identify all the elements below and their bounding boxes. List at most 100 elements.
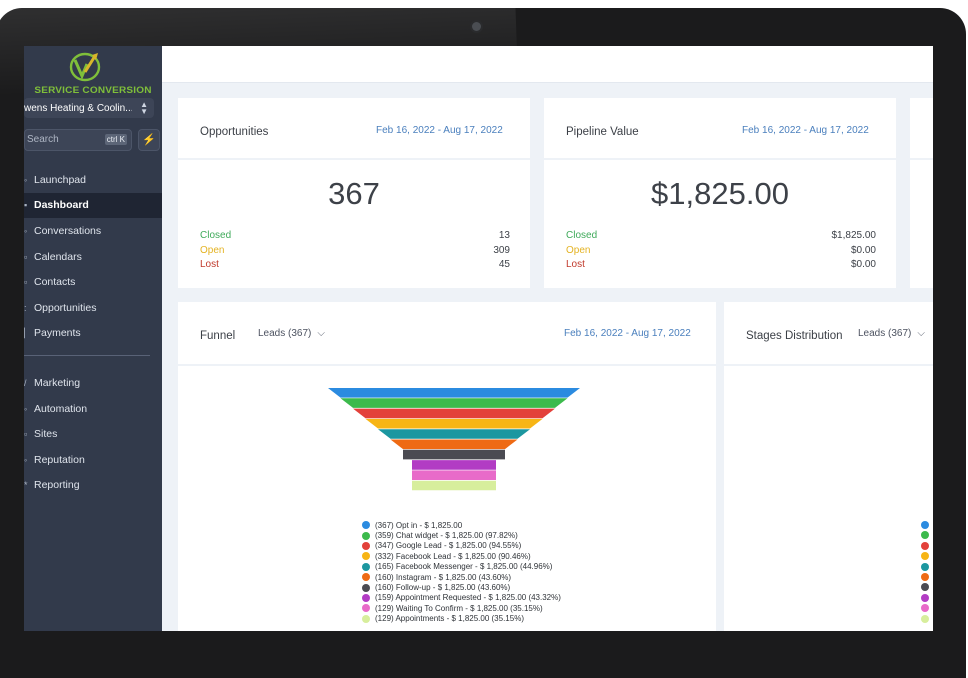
search-input[interactable] [27,132,97,146]
stat-label: Closed [566,230,598,241]
sidebar: SERVICE CONVERSION wens Heating & Coolin… [24,46,162,631]
funnel-segment[interactable] [412,470,496,480]
sidebar-item-label: Marketing [34,376,81,389]
stages-legend [921,521,929,625]
opportunities-icon: : [24,302,27,313]
stages-distribution-card: Stages Distribution Leads (367) ⌵ [724,302,933,631]
pipeline-filter-dropdown[interactable]: Leads (367) ⌵ [858,328,925,339]
legend-label: (367) Opt in - $ 1,825.00 [375,520,463,530]
legend-item[interactable]: (165) Facebook Messenger - $ 1,825.00 (4… [362,562,642,572]
pipeline-value-card: Pipeline Value Feb 16, 2022 - Aug 17, 20… [544,98,896,288]
card-header [910,98,933,160]
top-bar [162,46,933,83]
account-switcher[interactable]: wens Heating & Coolin... ▲ ▼ [24,98,154,118]
search-box[interactable]: ctrl K [24,129,132,151]
card-title: Opportunities [200,126,269,138]
date-range-picker[interactable]: Feb 16, 2022 - Aug 17, 2022 [564,328,691,339]
stat-label: Lost [200,259,219,270]
legend-item[interactable]: (129) Appointments - $ 1,825.00 (35.15%) [362,614,642,624]
funnel-legend: (367) Opt in - $ 1,825.00 (359) Chat widg… [362,520,642,624]
dashboard-icon: ▪ [24,200,28,211]
dropdown-label: Leads (367) [258,328,312,339]
legend-dot-icon [921,593,929,602]
sidebar-item-contacts[interactable]: ▫ Contacts [24,269,162,295]
updown-chevron-icon: ▲ ▼ [140,100,148,116]
sidebar-item-marketing[interactable]: / Marketing [24,370,162,396]
stat-label: Closed [200,230,232,241]
legend-dot-icon [921,541,929,550]
card-header: Opportunities Feb 16, 2022 - Aug 17, 202… [178,98,530,160]
legend-item[interactable]: (359) Chat widget - $ 1,825.00 (97.82%) [362,530,642,540]
funnel-segment[interactable] [412,460,496,470]
sidebar-item-opportunities[interactable]: : Opportunities [24,295,162,321]
brand-logo[interactable]: SERVICE CONVERSION [24,50,162,96]
sidebar-item-reputation[interactable]: ◦ Reputation [24,447,162,473]
legend-label: (359) Chat widget - $ 1,825.00 (97.82%) [375,531,518,541]
sidebar-item-reporting[interactable]: * Reporting [24,473,162,499]
legend-dot-icon [921,562,929,571]
legend-label: (159) Appointment Requested - $ 1,825.00… [375,593,561,603]
reputation-icon: ◦ [24,454,28,465]
chevron-down-icon: ⌵ [917,328,925,339]
legend-dot-icon [362,562,370,571]
stat-label: Open [200,245,225,256]
keyboard-shortcut-badge: ctrl K [104,134,127,145]
funnel-segment[interactable] [340,398,568,408]
legend-dot-icon [362,604,370,613]
legend-label: (165) Facebook Messenger - $ 1,825.00 (4… [375,562,553,572]
legend-item[interactable]: (367) Opt in - $ 1,825.00 [362,520,642,530]
funnel-segment[interactable] [365,418,543,429]
funnel-segment[interactable] [353,408,555,419]
funnel-segment[interactable] [403,449,505,460]
stat-row-open: Open $0.00 [566,245,876,259]
sidebar-item-label: Payments [34,327,81,340]
legend-dot-icon [921,521,929,529]
date-range-picker[interactable]: Feb 16, 2022 - Aug 17, 2022 [742,125,869,136]
stat-value: $1,825.00 [831,230,877,241]
camera-icon [472,22,481,31]
pipeline-total: $1,825.00 [651,176,789,211]
legend-dot-icon [921,572,929,581]
legend-item[interactable]: (160) Instagram - $ 1,825.00 (43.60%) [362,572,642,582]
logo-mark-icon [69,52,101,82]
sidebar-item-label: Calendars [34,250,82,263]
card-title: Pipeline Value [566,126,639,138]
legend-label: (347) Google Lead - $ 1,825.00 (94.55%) [375,541,522,551]
funnel-segment[interactable] [412,480,496,491]
legend-item[interactable]: (332) Facebook Lead - $ 1,825.00 (90.46%… [362,551,642,561]
quick-action-button[interactable]: ⚡ [138,129,160,151]
sidebar-item-calendars[interactable]: ▫ Calendars [24,244,162,270]
stat-row-lost: Lost $0.00 [566,259,876,273]
opportunities-total: 367 [328,176,380,211]
pipeline-filter-dropdown[interactable]: Leads (367) ⌵ [258,328,325,339]
legend-label: (129) Appointments - $ 1,825.00 (35.15%) [375,614,524,624]
sidebar-item-sites[interactable]: ▫ Sites [24,421,162,447]
funnel-segment[interactable] [378,429,530,439]
legend-dot-icon [362,593,370,602]
funnel-segment[interactable] [390,439,518,450]
sidebar-item-label: Conversations [34,224,102,237]
app-screen: SERVICE CONVERSION wens Heating & Coolin… [24,46,933,631]
legend-item[interactable]: (129) Waiting To Confirm - $ 1,825.00 (3… [362,603,642,613]
dropdown-label: Leads (367) [858,328,912,339]
legend-dot-icon [362,521,370,530]
sidebar-item-automation[interactable]: ◦ Automation [24,396,162,422]
legend-item[interactable]: (160) Follow-up - $ 1,825.00 (43.60%) [362,582,642,592]
sidebar-item-conversations[interactable]: ◦ Conversations [24,218,162,244]
sidebar-divider [24,355,150,357]
legend-label: (129) Waiting To Confirm - $ 1,825.00 (3… [375,603,543,613]
stat-value: $0.00 [850,245,876,256]
date-range-picker[interactable]: Feb 16, 2022 - Aug 17, 2022 [376,125,503,136]
legend-item[interactable]: (347) Google Lead - $ 1,825.00 (94.55%) [362,541,642,551]
sidebar-item-launchpad[interactable]: ◦ Launchpad [24,167,162,193]
sidebar-item-payments[interactable]: ▏ Payments [24,321,162,347]
funnel-segment[interactable] [328,388,580,398]
sidebar-item-dashboard[interactable]: ▪ Dashboard [24,192,162,219]
sidebar-nav: ◦ Launchpad ▪ Dashboard ◦ Conversations … [24,167,162,498]
legend-item[interactable]: (159) Appointment Requested - $ 1,825.00… [362,593,642,603]
sidebar-item-label: Sites [34,428,58,441]
legend-dot-icon [362,531,370,540]
marketing-icon: / [24,377,27,388]
legend-dot-icon [921,604,929,613]
